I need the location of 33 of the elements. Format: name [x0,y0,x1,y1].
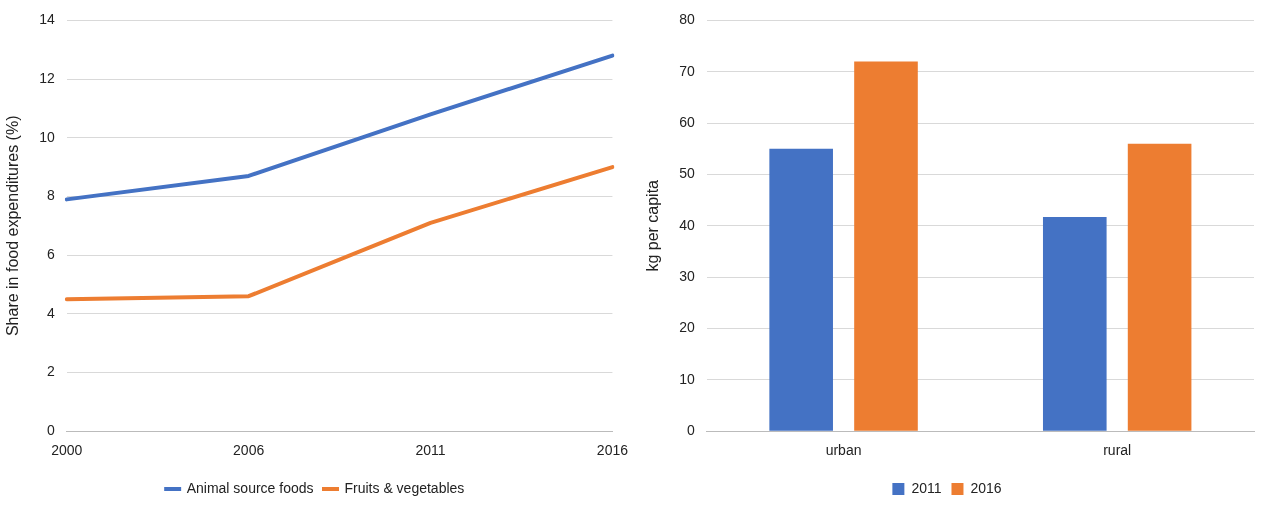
y-axis-title: Share in food expenditures (%) [4,115,22,337]
x-tick-label: 2011 [415,442,446,459]
y-tick-label: 10 [39,128,55,145]
y-tick-label: 2 [46,363,55,380]
y-tick-label: 50 [679,165,695,182]
bar [854,61,918,431]
y-tick-label: 8 [46,187,55,204]
legend-label: 2016 [970,479,1002,496]
legend-label: Animal source foods [186,479,314,496]
bar [1127,143,1192,431]
y-tick-label: 30 [679,268,695,285]
y-tick-label: 6 [46,246,55,262]
y-tick-label: 60 [679,113,695,130]
y-tick-label: 80 [679,11,695,28]
bar [1042,217,1107,431]
bar [769,148,833,431]
x-tick-label: 2006 [233,442,265,459]
y-tick-label: 12 [39,69,55,86]
y-tick-label: 40 [679,216,695,233]
y-tick-label: 0 [46,422,55,439]
y-tick-label: 4 [46,304,55,321]
y-axis-title: kg per capita [644,179,662,272]
x-tick-label: rural [1103,442,1132,459]
x-tick-label: 2016 [596,442,629,459]
y-tick-label: 70 [679,62,695,79]
x-tick-label: urban [825,442,862,459]
legend-label: 2011 [911,479,942,496]
y-tick-label: 20 [679,319,695,336]
x-tick-label: 2000 [51,442,83,459]
y-tick-label: 0 [686,422,695,439]
legend-label: Fruits & vegetables [344,479,465,496]
y-tick-label: 10 [679,370,695,387]
y-tick-label: 14 [39,11,55,28]
